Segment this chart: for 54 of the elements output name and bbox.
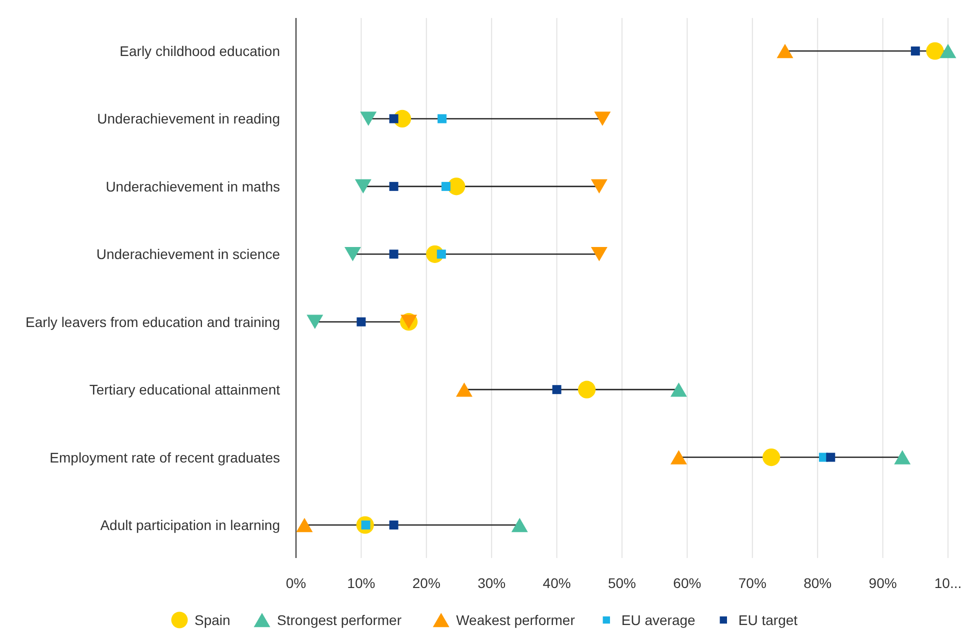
point [578, 380, 596, 398]
point [360, 112, 377, 126]
point [356, 317, 366, 326]
x-tick-label: 90% [868, 575, 897, 591]
legend-label: Strongest performer [277, 612, 402, 628]
y-tick-label: Employment rate of recent graduates [50, 449, 280, 466]
legend-label: Spain [194, 612, 230, 628]
point [448, 178, 466, 196]
point [389, 520, 398, 530]
x-tick-label: 50% [608, 575, 636, 591]
x-tick-label: 10... [934, 575, 962, 591]
point [670, 382, 687, 397]
x-tick-label: 70% [738, 575, 766, 591]
point [926, 42, 944, 60]
y-tick-label: Underachievement in science [96, 246, 280, 262]
point [354, 179, 372, 194]
point [389, 182, 398, 191]
x-tick-label: 10% [347, 575, 376, 591]
y-tick-label: Early leavers from education and training [26, 314, 280, 330]
point [590, 247, 608, 262]
point [590, 179, 608, 194]
point [438, 114, 447, 124]
point [389, 250, 398, 259]
point [389, 114, 398, 124]
legend-label: EU average [621, 612, 696, 628]
point [296, 518, 313, 532]
point [670, 450, 687, 464]
point [894, 450, 911, 464]
legend-label: EU target [738, 612, 798, 628]
x-tick-label: 60% [673, 575, 702, 591]
point [552, 385, 562, 394]
y-tick-label: Adult participation in learning [100, 517, 280, 533]
point [306, 314, 324, 329]
y-tick-label: Tertiary educational attainment [89, 382, 280, 398]
point [594, 112, 611, 126]
y-tick-label: Underachievement in maths [106, 178, 280, 194]
point [441, 182, 450, 191]
x-tick-label: 80% [804, 575, 832, 591]
point [344, 247, 361, 262]
point [511, 518, 528, 532]
point [762, 448, 780, 466]
point [776, 44, 794, 58]
point [826, 452, 836, 462]
x-tick-label: 40% [542, 575, 571, 591]
point [940, 44, 956, 58]
x-tick-label: 20% [412, 575, 440, 591]
point [910, 46, 920, 56]
legend-label: Weakest performer [456, 612, 576, 628]
x-tick-label: 30% [478, 575, 506, 591]
point [456, 382, 472, 397]
x-tick-label: 0% [286, 575, 306, 591]
y-tick-label: Underachievement in reading [97, 110, 280, 127]
y-tick-label: Early childhood education [120, 43, 280, 59]
point [436, 250, 446, 259]
